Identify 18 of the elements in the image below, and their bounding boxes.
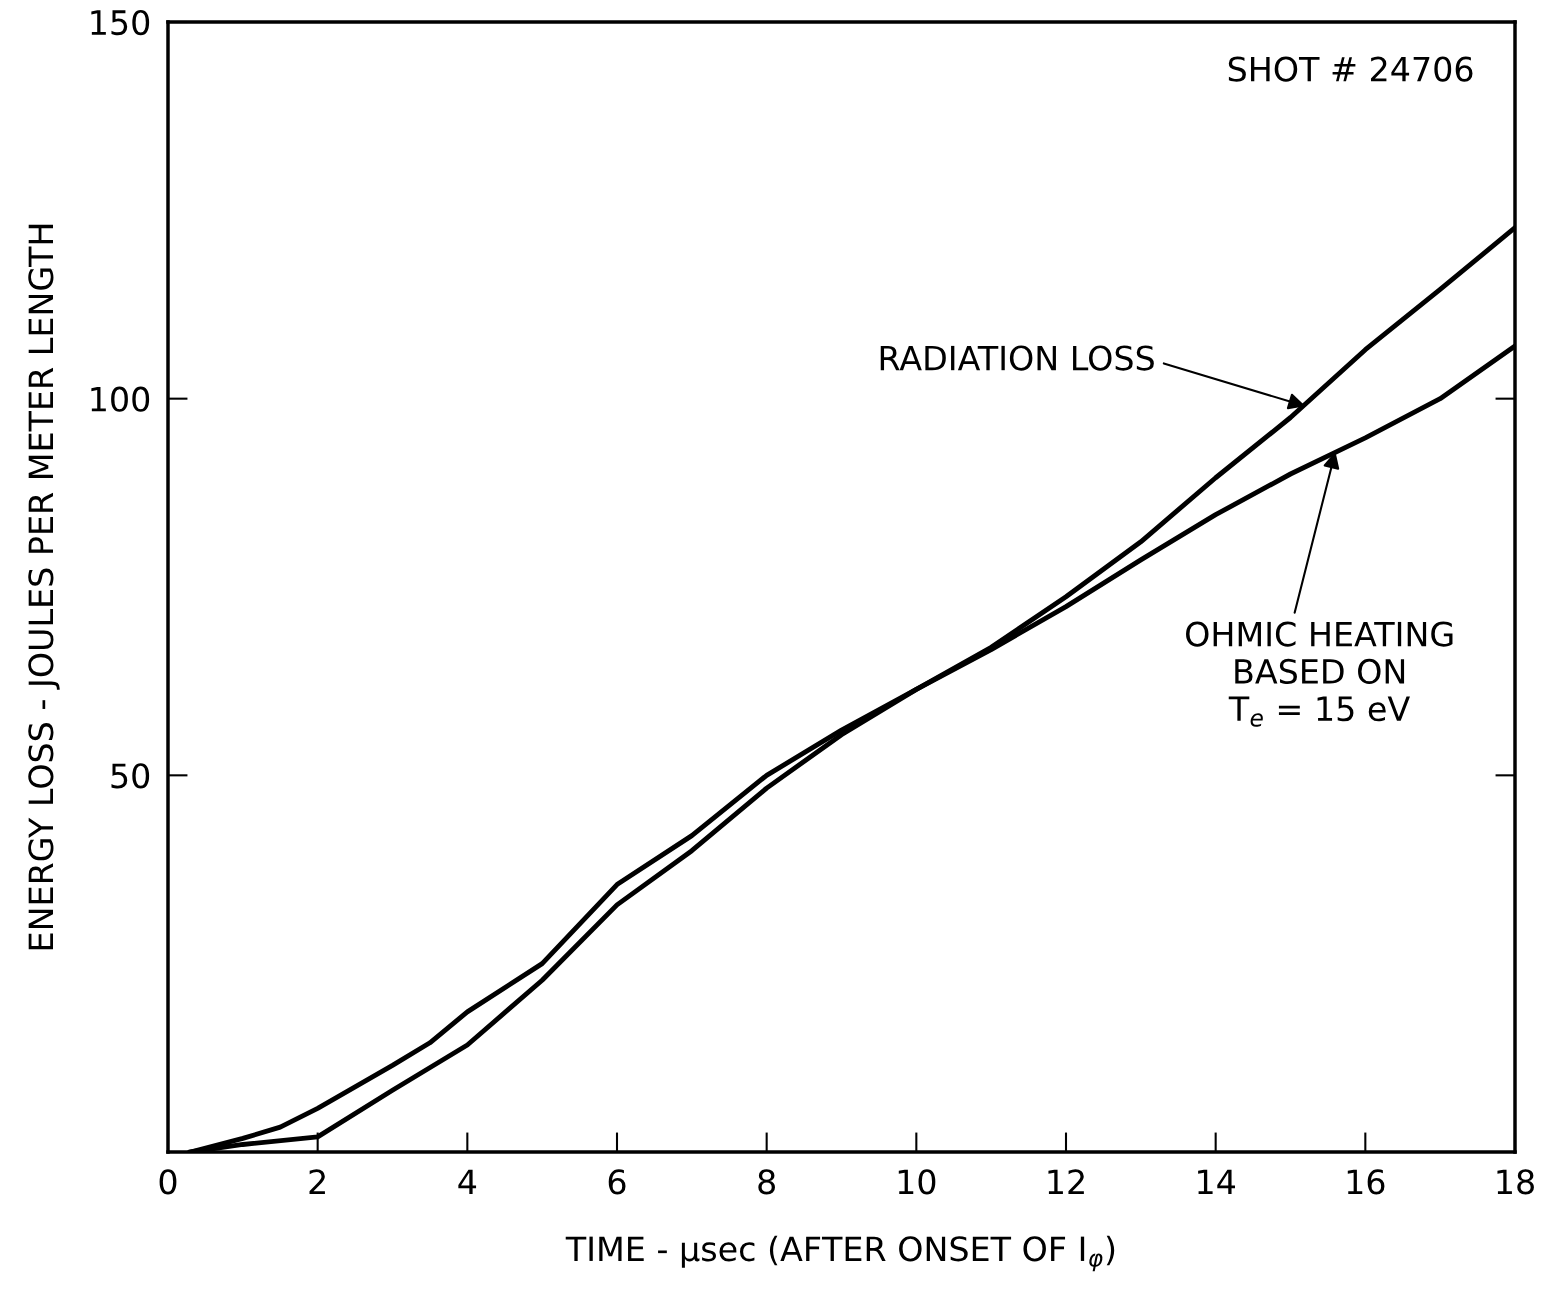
annotation: SHOT # 24706 xyxy=(1228,56,1473,82)
x-axis-title: TIME - μsec (AFTER ONSET OF I$_{φ}$) xyxy=(565,1235,1115,1272)
y-tick-label: 100 xyxy=(91,386,150,412)
y-tick-label: 150 xyxy=(91,9,150,36)
x-tick-label: 10 xyxy=(898,1169,936,1195)
y-axis-title: ENERGY LOSS - JOULES PER METER LENGTH xyxy=(28,224,60,950)
x-tick-label: 14 xyxy=(1198,1169,1235,1194)
y-tick-label: 50 xyxy=(111,763,150,789)
x-tick-label: 8 xyxy=(758,1169,775,1195)
annotation: RADIATION LOSS xyxy=(880,345,1154,371)
x-tick-label: 0 xyxy=(159,1169,177,1195)
x-tick-label: 4 xyxy=(458,1169,477,1194)
x-tick-label: 12 xyxy=(1048,1169,1084,1194)
x-tick-label: 16 xyxy=(1347,1169,1385,1195)
x-tick-label: 6 xyxy=(608,1169,626,1195)
x-tick-label: 18 xyxy=(1497,1169,1534,1195)
x-tick-label: 2 xyxy=(309,1169,325,1194)
annotation: OHMIC HEATING BASED ON T$_{e}$ = 15 eV xyxy=(1186,621,1453,727)
